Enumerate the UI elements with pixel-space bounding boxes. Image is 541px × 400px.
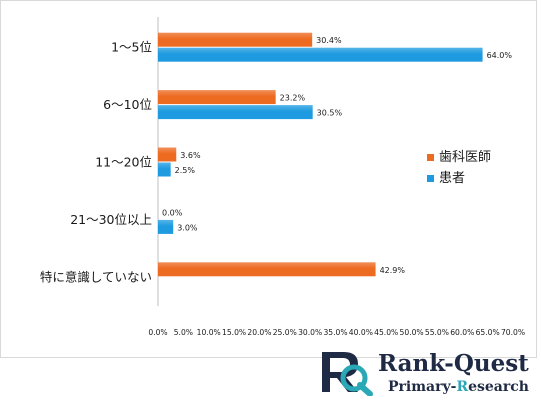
x-tick-label: 15.0% bbox=[222, 328, 246, 337]
bar-dentist bbox=[158, 90, 276, 105]
data-label: 42.9% bbox=[380, 266, 406, 275]
category-label: 11～20位 bbox=[95, 155, 152, 170]
x-tick-label: 40.0% bbox=[349, 328, 373, 337]
data-label: 30.4% bbox=[316, 36, 342, 45]
logo-sub-part2: esearch bbox=[468, 379, 529, 395]
x-tick-label: 25.0% bbox=[273, 328, 297, 337]
legend-swatch-dentist bbox=[427, 154, 434, 161]
x-tick-label: 65.0% bbox=[476, 328, 500, 337]
bar-chart: 1～5位 30.4% 64.0% 6～10位 23.2% 30.5% 11～20位 3.6% 2… bbox=[40, 17, 525, 337]
bar-patient bbox=[158, 105, 313, 120]
bar-patient bbox=[158, 162, 171, 177]
legend-item-dentist: 歯科医師 bbox=[427, 147, 491, 168]
category-label: 6～10位 bbox=[103, 97, 152, 112]
category-label: 1～5位 bbox=[111, 40, 152, 55]
bar-patient bbox=[158, 47, 483, 62]
x-tick-label: 60.0% bbox=[450, 328, 474, 337]
logo-subtitle: Primary-Research bbox=[388, 379, 529, 395]
x-tick-label: 5.0% bbox=[174, 328, 193, 337]
x-tick-label: 70.0% bbox=[501, 328, 525, 337]
legend-label-patient: 患者 bbox=[439, 171, 466, 186]
bar-dentist bbox=[158, 32, 313, 47]
bar-patient bbox=[158, 219, 174, 234]
x-tick-label: 10.0% bbox=[197, 328, 221, 337]
x-tick-label: 35.0% bbox=[323, 328, 347, 337]
x-tick-label: 50.0% bbox=[400, 328, 424, 337]
logo-name: Rank-Quest bbox=[378, 350, 529, 377]
x-tick-label: 55.0% bbox=[425, 328, 449, 337]
category-label: 21～30位以上 bbox=[70, 212, 152, 227]
category-label: 特に意識していない bbox=[40, 269, 152, 284]
x-tick-label: 20.0% bbox=[247, 328, 271, 337]
x-tick-label: 0.0% bbox=[148, 328, 167, 337]
x-tick-label: 45.0% bbox=[374, 328, 398, 337]
x-tick-label: 30.0% bbox=[298, 328, 322, 337]
data-label: 30.5% bbox=[317, 109, 343, 118]
data-label: 3.6% bbox=[180, 151, 201, 160]
data-label: 64.0% bbox=[487, 51, 513, 60]
bar-dentist bbox=[158, 147, 177, 162]
data-label: 23.2% bbox=[280, 94, 306, 103]
data-label: 0.0% bbox=[162, 208, 183, 217]
chart-frame: 1～5位 30.4% 64.0% 6～10位 23.2% 30.5% 11～20位 3.6% 2… bbox=[0, 0, 537, 358]
chart-legend: 歯科医師 患者 bbox=[427, 147, 491, 189]
logo-sub-highlight: R bbox=[456, 379, 469, 395]
bar-dentist bbox=[158, 262, 376, 277]
data-label: 3.0% bbox=[177, 223, 198, 232]
legend-label-dentist: 歯科医師 bbox=[439, 150, 492, 165]
rq-logo-mark-icon bbox=[322, 352, 373, 396]
rank-quest-logo: Rank-Quest Primary-Research bbox=[318, 346, 541, 400]
data-label: 2.5% bbox=[175, 166, 196, 175]
legend-swatch-patient bbox=[427, 175, 434, 182]
legend-item-patient: 患者 bbox=[427, 168, 491, 189]
logo-sub-part1: Primary- bbox=[388, 379, 457, 395]
